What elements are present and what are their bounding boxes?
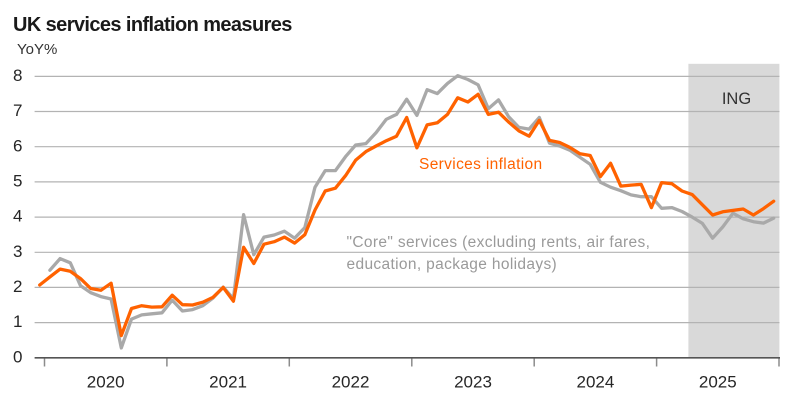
svg-text:4: 4 bbox=[13, 207, 22, 226]
svg-text:0: 0 bbox=[13, 347, 22, 366]
svg-text:2: 2 bbox=[13, 277, 22, 296]
svg-text:1: 1 bbox=[13, 312, 22, 331]
svg-text:2021: 2021 bbox=[209, 373, 247, 392]
svg-text:6: 6 bbox=[13, 136, 22, 155]
svg-text:2025: 2025 bbox=[699, 373, 737, 392]
svg-text:5: 5 bbox=[13, 172, 22, 191]
svg-text:Services inflation: Services inflation bbox=[419, 156, 542, 173]
svg-text:"Core" services (excluding ren: "Core" services (excluding rents, air fa… bbox=[347, 234, 651, 251]
svg-text:2023: 2023 bbox=[454, 373, 492, 392]
svg-text:2022: 2022 bbox=[332, 373, 370, 392]
svg-text:2020: 2020 bbox=[87, 373, 125, 392]
svg-text:7: 7 bbox=[13, 101, 22, 120]
svg-text:8: 8 bbox=[13, 66, 22, 85]
svg-text:ING: ING bbox=[722, 90, 751, 108]
svg-text:education, package holidays): education, package holidays) bbox=[347, 256, 558, 273]
svg-text:2024: 2024 bbox=[576, 373, 614, 392]
svg-text:3: 3 bbox=[13, 242, 22, 261]
